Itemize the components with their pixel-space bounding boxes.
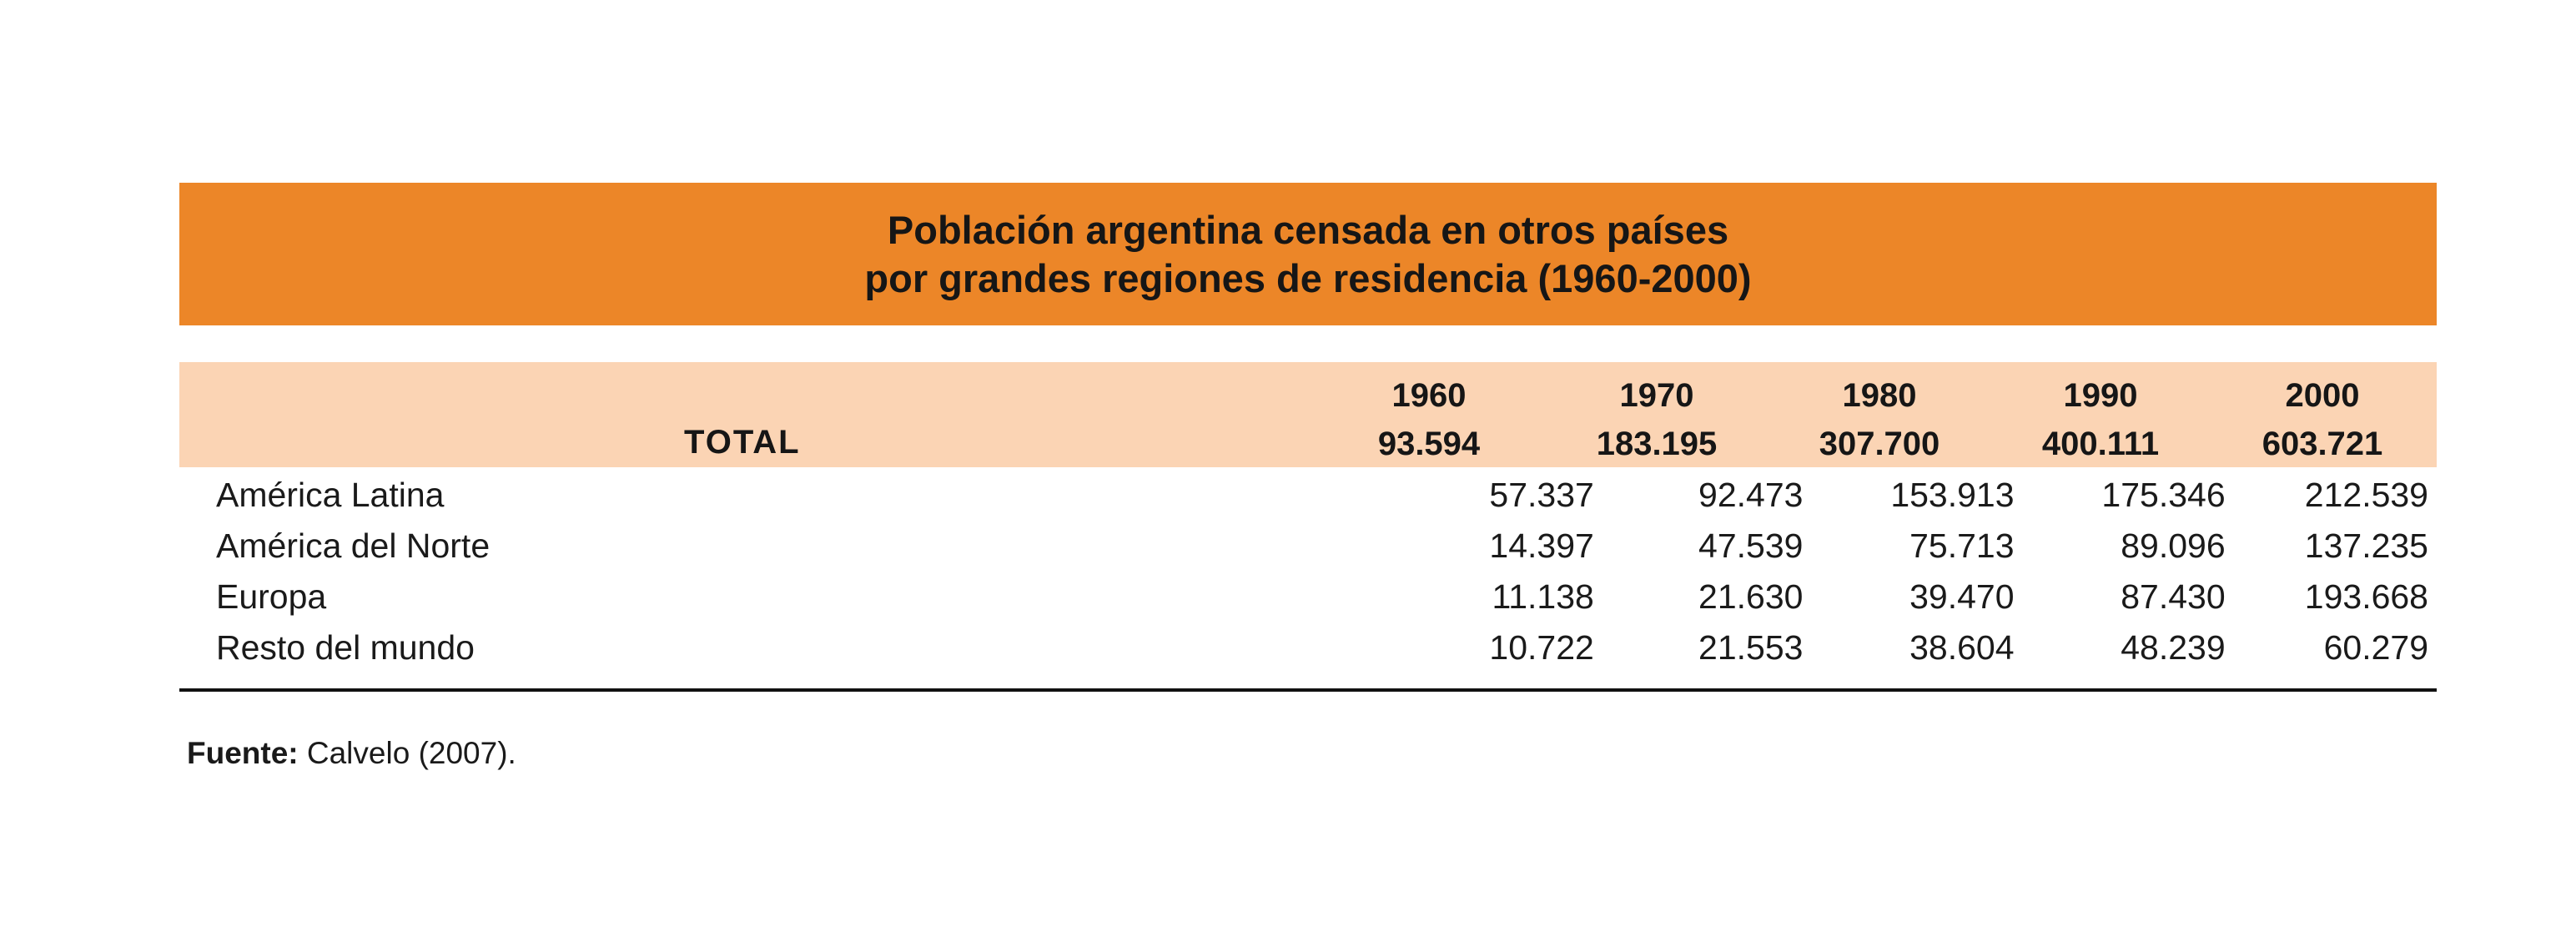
column-header-1970: 1970 183.195 xyxy=(1565,371,1748,468)
value-cell: 48.239 xyxy=(2121,628,2226,667)
source-note: Fuente: Calvelo (2007). xyxy=(187,732,516,775)
value-cell: 87.430 xyxy=(2121,577,2226,616)
value-cell: 92.473 xyxy=(1698,476,1804,514)
year-label: 1960 xyxy=(1391,377,1467,414)
data-table: América Latina 57.337 92.473 153.913 175… xyxy=(179,470,2437,673)
year-total: 93.594 xyxy=(1377,426,1481,462)
value-cell: 10.722 xyxy=(1489,628,1594,667)
region-label: Europa xyxy=(216,577,327,616)
region-label: América del Norte xyxy=(216,526,491,565)
column-header-2000: 2000 603.721 xyxy=(2231,371,2414,468)
value-cell: 57.337 xyxy=(1489,476,1594,514)
table-row: América del Norte 14.397 47.539 75.713 8… xyxy=(179,521,2437,572)
year-label: 1980 xyxy=(1842,377,1917,414)
year-total: 307.700 xyxy=(1819,426,1940,462)
value-cell: 38.604 xyxy=(1909,628,2015,667)
table-title-line-1: Población argentina censada en otros paí… xyxy=(887,207,1729,252)
year-total: 603.721 xyxy=(2262,426,2383,462)
column-header-1960: 1960 93.594 xyxy=(1337,371,1521,468)
column-header-1980: 1980 307.700 xyxy=(1788,371,1971,468)
value-cell: 212.539 xyxy=(2304,476,2428,514)
region-label: Resto del mundo xyxy=(216,628,475,667)
value-cell: 47.539 xyxy=(1698,526,1804,565)
value-cell: 39.470 xyxy=(1909,577,2015,616)
table-row: Resto del mundo 10.722 21.553 38.604 48.… xyxy=(179,622,2437,673)
column-header-band xyxy=(179,362,2437,467)
table-title-band: Población argentina censada en otros paí… xyxy=(179,183,2437,325)
value-cell: 21.553 xyxy=(1698,628,1804,667)
value-cell: 60.279 xyxy=(2323,628,2428,667)
region-label: América Latina xyxy=(216,476,445,514)
value-cell: 153.913 xyxy=(1890,476,2015,514)
year-label: 1970 xyxy=(1619,377,1694,414)
value-cell: 193.668 xyxy=(2304,577,2428,616)
value-cell: 137.235 xyxy=(2304,526,2428,565)
value-cell: 175.346 xyxy=(2101,476,2226,514)
table-row: América Latina 57.337 92.473 153.913 175… xyxy=(179,470,2437,521)
year-label: 1990 xyxy=(2063,377,2138,414)
year-total: 400.111 xyxy=(2041,426,2160,462)
value-cell: 14.397 xyxy=(1489,526,1594,565)
value-cell: 75.713 xyxy=(1909,526,2015,565)
table-title-line-2: por grandes regiones de residencia (1960… xyxy=(864,255,1752,300)
source-label: Fuente: xyxy=(187,736,299,770)
year-total: 183.195 xyxy=(1596,426,1718,462)
total-label: TOTAL xyxy=(684,424,801,461)
value-cell: 21.630 xyxy=(1698,577,1804,616)
table-bottom-rule xyxy=(179,688,2437,692)
column-header-1990: 1990 400.111 xyxy=(2009,371,2192,468)
year-label: 2000 xyxy=(2285,377,2360,414)
table-row: Europa 11.138 21.630 39.470 87.430 193.6… xyxy=(179,572,2437,622)
value-cell: 89.096 xyxy=(2121,526,2226,565)
source-text: Calvelo (2007). xyxy=(298,736,516,770)
value-cell: 11.138 xyxy=(1492,577,1594,616)
